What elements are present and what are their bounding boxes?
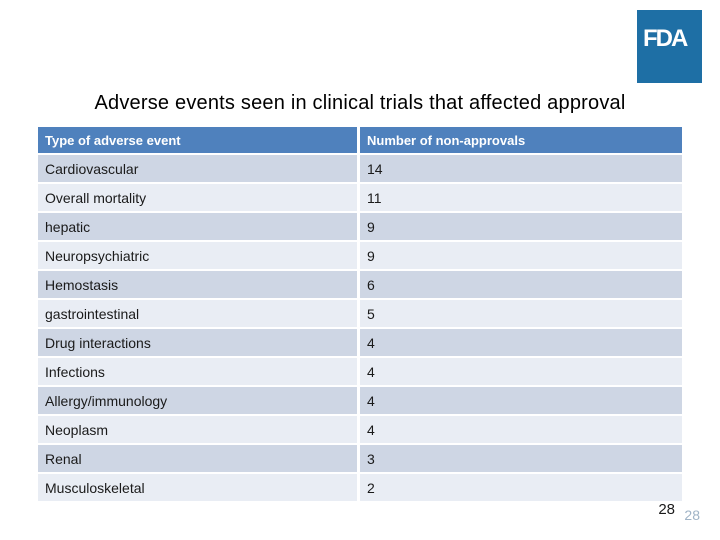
adverse-event-type-cell: Hemostasis: [38, 271, 360, 300]
non-approvals-count-cell: 14: [360, 155, 682, 184]
non-approvals-count-cell: 6: [360, 271, 682, 300]
adverse-event-type-cell: gastrointestinal: [38, 300, 360, 329]
non-approvals-count-cell: 5: [360, 300, 682, 329]
table-row: Allergy/immunology 4: [38, 387, 682, 416]
table-row: Renal 3: [38, 445, 682, 474]
adverse-event-type-cell: Allergy/immunology: [38, 387, 360, 416]
adverse-event-type-cell: Drug interactions: [38, 329, 360, 358]
adverse-events-table: Type of adverse event Number of non-appr…: [38, 127, 682, 503]
adverse-event-type-cell: Musculoskeletal: [38, 474, 360, 503]
fda-logo-text: FDA: [643, 25, 688, 52]
adverse-event-type-cell: Infections: [38, 358, 360, 387]
page-number: 28: [658, 501, 675, 518]
non-approvals-count-cell: 4: [360, 416, 682, 445]
page-title: Adverse events seen in clinical trials t…: [94, 92, 626, 114]
adverse-event-type-cell: Neoplasm: [38, 416, 360, 445]
page-number-secondary: 28: [684, 507, 700, 523]
adverse-event-type-cell: Renal: [38, 445, 360, 474]
adverse-event-type-cell: Overall mortality: [38, 184, 360, 213]
table-header-row: Type of adverse event Number of non-appr…: [38, 127, 682, 155]
table-row: Drug interactions 4: [38, 329, 682, 358]
table-row: Cardiovascular 14: [38, 155, 682, 184]
non-approvals-count-cell: 2: [360, 474, 682, 503]
non-approvals-count-cell: 11: [360, 184, 682, 213]
non-approvals-count-cell: 4: [360, 358, 682, 387]
table-row: hepatic 9: [38, 213, 682, 242]
table-row: Neoplasm 4: [38, 416, 682, 445]
table-row: Neuropsychiatric 9: [38, 242, 682, 271]
non-approvals-count-cell: 9: [360, 213, 682, 242]
non-approvals-count-cell: 3: [360, 445, 682, 474]
table-header-count: Number of non-approvals: [360, 127, 682, 155]
table-row: Hemostasis 6: [38, 271, 682, 300]
table-row: Musculoskeletal 2: [38, 474, 682, 503]
non-approvals-count-cell: 4: [360, 329, 682, 358]
adverse-event-type-cell: hepatic: [38, 213, 360, 242]
fda-logo: FDA: [637, 10, 702, 83]
table-row: Overall mortality 11: [38, 184, 682, 213]
non-approvals-count-cell: 4: [360, 387, 682, 416]
table-row: Infections 4: [38, 358, 682, 387]
non-approvals-count-cell: 9: [360, 242, 682, 271]
adverse-event-type-cell: Neuropsychiatric: [38, 242, 360, 271]
table-header-type: Type of adverse event: [38, 127, 360, 155]
table-row: gastrointestinal 5: [38, 300, 682, 329]
adverse-event-type-cell: Cardiovascular: [38, 155, 360, 184]
